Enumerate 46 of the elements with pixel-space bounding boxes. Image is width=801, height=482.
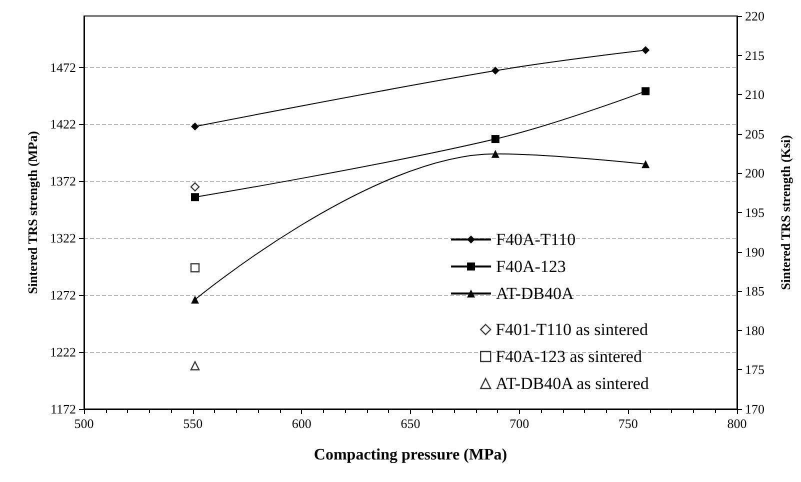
- y2-tick-label: 215: [745, 48, 764, 63]
- y2-tick-label: 175: [745, 362, 764, 378]
- point: [191, 296, 200, 304]
- y-tick-label: 1322: [50, 230, 76, 246]
- y2-tick-label: 200: [745, 166, 764, 181]
- point: [191, 193, 200, 202]
- point: [190, 182, 200, 192]
- y-tick-label: 1272: [50, 288, 76, 303]
- y-tick-label: 1372: [50, 174, 76, 189]
- y2-tick-label: 190: [745, 244, 764, 260]
- point: [491, 66, 500, 75]
- legend-label: F401-T110 as sintered: [496, 320, 648, 339]
- y-tick-label: 1472: [50, 60, 76, 75]
- legend-label: AT-DB40A: [496, 284, 574, 303]
- x-tick-label: 500: [74, 416, 94, 431]
- point: [642, 46, 650, 54]
- x-tick-label: 650: [400, 416, 420, 431]
- x-tick-label: 800: [727, 416, 747, 431]
- legend-label: AT-DB40A as sintered: [496, 374, 650, 393]
- x-tick-label: 750: [618, 416, 638, 431]
- x-tick-label: 700: [510, 416, 530, 431]
- y2-tick-label: 205: [745, 126, 764, 142]
- x-tick-label: 550: [183, 416, 203, 431]
- point: [491, 150, 500, 158]
- point: [642, 160, 650, 168]
- y2-tick-label: 170: [745, 402, 764, 416]
- y-tick-label: 1172: [50, 402, 76, 416]
- y2-axis-title: Sintered TRS strength (Ksi): [778, 135, 793, 290]
- y2-tick-label: 195: [745, 205, 764, 220]
- y2-tick-label: 180: [745, 322, 764, 338]
- y-tick-label: 1222: [50, 344, 76, 360]
- legend-label: F40A-123: [496, 257, 566, 276]
- x-tick-label: 600: [292, 416, 312, 431]
- point: [491, 135, 500, 144]
- point: [191, 122, 200, 130]
- y2-tick-label: 220: [745, 8, 764, 24]
- legend-label: F40A-123 as sintered: [496, 347, 642, 366]
- legend-label: F40A-T110: [496, 230, 576, 249]
- point: [642, 87, 650, 96]
- y2-tick-label: 210: [745, 87, 764, 102]
- y2-tick-label: 185: [745, 284, 764, 299]
- x-axis-title: Compacting pressure (MPa): [314, 446, 508, 464]
- y-axis-title: Sintered TRS strength (MPa): [25, 131, 40, 294]
- point: [190, 263, 200, 272]
- point: [190, 361, 200, 370]
- y-tick-label: 1422: [50, 116, 76, 132]
